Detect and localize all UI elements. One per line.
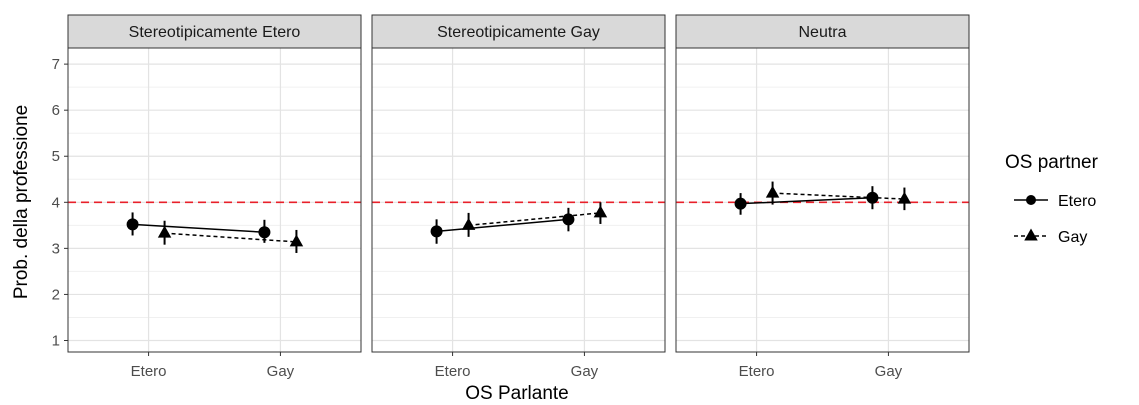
data-point-triangle — [593, 205, 608, 218]
y-tick-label: 5 — [52, 148, 60, 165]
data-point-triangle — [289, 234, 304, 247]
facet-strip-label: Stereotipicamente Etero — [129, 24, 301, 41]
y-tick-label: 1 — [52, 332, 60, 349]
facet-strip-label: Neutra — [798, 24, 846, 41]
panel-border — [67, 47, 362, 353]
facet-strip — [371, 14, 666, 49]
legend-label: Gay — [1058, 229, 1087, 246]
legend-key-triangle — [1024, 228, 1038, 241]
panel-background — [372, 48, 665, 352]
x-tick-label: Etero — [131, 363, 167, 380]
data-point-circle — [126, 218, 139, 231]
facet-panel: Stereotipicamente Gay Etero Gay — [371, 14, 666, 380]
facet-strip — [67, 14, 362, 49]
data-point-triangle — [461, 217, 476, 230]
series-line-gay — [468, 212, 601, 227]
y-tick-label: 4 — [52, 194, 60, 211]
data-point-triangle — [897, 191, 912, 204]
facet-strip-label: Stereotipicamente Gay — [437, 24, 600, 41]
series-line-gay — [772, 192, 905, 200]
legend-item-etero: Etero — [1014, 193, 1096, 210]
panel-border — [371, 47, 666, 353]
y-axis-title: Prob. della professione — [11, 105, 32, 299]
panel-background — [68, 48, 361, 352]
series-line-etero — [740, 196, 873, 205]
series-line-etero — [132, 223, 265, 233]
legend-item-gay: Gay — [1014, 228, 1087, 246]
y-tick-label: 3 — [52, 240, 60, 257]
data-point-triangle — [157, 225, 172, 238]
series-line-etero — [436, 218, 569, 233]
legend: OS partner Etero Gay — [1005, 152, 1099, 246]
data-point-circle — [734, 197, 747, 210]
data-point-circle — [562, 213, 575, 226]
legend-label: Etero — [1058, 193, 1096, 210]
facet-panel: Neutra Etero Gay — [675, 14, 970, 380]
x-axis-title: OS Parlante — [465, 383, 569, 404]
y-tick-label: 7 — [52, 56, 60, 73]
legend-title: OS partner — [1005, 152, 1099, 173]
legend-key-circle — [1026, 195, 1036, 205]
data-point-triangle — [765, 185, 780, 198]
y-tick-label: 6 — [52, 102, 60, 119]
panel-border — [675, 47, 970, 353]
x-tick-label: Etero — [739, 363, 775, 380]
data-point-circle — [430, 225, 443, 238]
series-line-gay — [164, 232, 297, 243]
x-tick-label: Etero — [435, 363, 471, 380]
facet-panel: Stereotipicamente Etero Etero Gay 1 2 3 4 5 6 7 — [52, 14, 362, 380]
x-tick-label: Gay — [875, 363, 903, 380]
x-tick-label: Gay — [571, 363, 599, 380]
y-tick-label: 2 — [52, 286, 60, 303]
x-tick-label: Gay — [267, 363, 295, 380]
data-point-circle — [258, 226, 271, 239]
